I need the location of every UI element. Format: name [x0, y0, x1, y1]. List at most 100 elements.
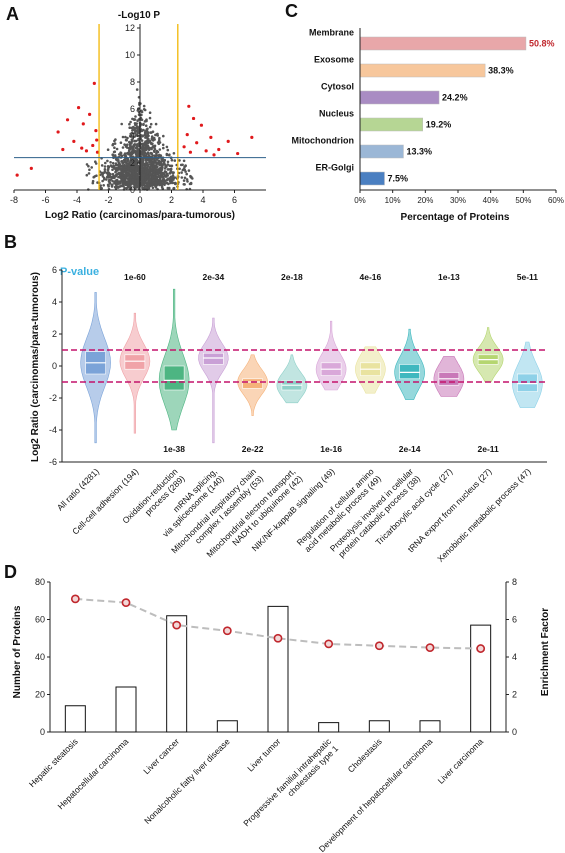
disease-category-label-line: Nonalcoholic fatty liver disease: [142, 736, 232, 826]
volcano-point: [119, 171, 122, 174]
disease-category-label-line: Liver cancer: [141, 736, 181, 776]
disease-bar: [115, 686, 137, 733]
volcano-point: [158, 178, 161, 181]
volcano-point: [147, 140, 151, 144]
volcano-y-tick-label: 10: [125, 50, 135, 60]
volcano-point: [119, 185, 122, 188]
pvalue-label: 2e-11: [477, 444, 499, 454]
enrichment-point: [70, 594, 80, 604]
volcano-significant-point: [187, 104, 191, 108]
volcano-point: [121, 182, 125, 186]
enrichment-point: [476, 644, 486, 653]
volcano-point: [148, 166, 151, 170]
volcano-point: [109, 172, 112, 176]
localization-x-axis-label: Percentage of Proteins: [401, 212, 510, 223]
volcano-point: [182, 159, 186, 163]
volcano-point: [179, 163, 183, 167]
volcano-point: [140, 139, 144, 142]
localization-bar: [359, 90, 440, 105]
volcano-x-tick-label: -6: [41, 195, 49, 205]
volcano-y-tick-label: 0: [130, 185, 135, 195]
volcano-point: [146, 171, 150, 175]
volcano-point: [130, 150, 134, 153]
disease-category-label: Progressive familial intrahepaticcholest…: [241, 736, 341, 836]
disease-bar: [166, 615, 188, 733]
volcano-point: [125, 139, 128, 142]
volcano-point: [149, 146, 153, 150]
violin-y-tick-label: 0: [52, 361, 57, 371]
pvalue-legend-label: P-value: [60, 266, 99, 278]
volcano-point: [120, 176, 124, 179]
volcano-point: [109, 178, 113, 181]
volcano-point: [146, 181, 150, 184]
volcano-point: [170, 176, 174, 180]
volcano-point: [172, 152, 176, 155]
volcano-point: [132, 173, 136, 176]
volcano-point: [90, 166, 93, 169]
volcano-point: [178, 167, 181, 171]
volcano-significant-point: [226, 139, 230, 143]
volcano-point: [158, 136, 161, 140]
volcano-point: [159, 160, 162, 164]
volcano-x-tick-label: 6: [232, 195, 237, 205]
disease-category-label: Nonalcoholic fatty liver disease: [142, 736, 232, 826]
volcano-point: [136, 109, 140, 112]
volcano-point: [123, 166, 127, 169]
volcano-significant-point: [88, 112, 92, 116]
violin-shape: [158, 288, 190, 431]
volcano-point: [135, 151, 139, 154]
volcano-point: [113, 180, 117, 183]
volcano-point: [155, 163, 158, 166]
volcano-point: [129, 179, 132, 182]
volcano-point: [171, 174, 175, 177]
volcano-point: [165, 145, 169, 149]
localization-x-tick-label: 50%: [515, 196, 531, 205]
disease-category-label-line: Liver carcinoma: [436, 736, 486, 786]
volcano-point: [184, 164, 187, 167]
volcano-x-tick-label: 4: [200, 195, 205, 205]
volcano-point: [127, 165, 130, 168]
volcano-point: [99, 184, 102, 187]
volcano-point: [151, 145, 155, 148]
volcano-point: [141, 162, 145, 166]
volcano-point: [134, 115, 137, 118]
volcano-point: [129, 176, 132, 179]
volcano-significant-point: [61, 147, 65, 152]
volcano-point: [118, 162, 121, 165]
volcano-point: [109, 161, 112, 164]
volcano-point: [106, 175, 109, 179]
volcano-point: [129, 154, 132, 158]
volcano-point: [85, 173, 89, 177]
volcano-point: [146, 183, 150, 187]
volcano-point: [132, 178, 135, 181]
volcano-point: [144, 163, 147, 166]
volcano-point: [115, 147, 119, 151]
violin-y-tick-label: -6: [49, 457, 57, 467]
volcano-x-tick-label: -4: [73, 195, 81, 205]
volcano-point: [180, 171, 183, 174]
localization-x-tick-label: 60%: [548, 196, 564, 205]
panel-b-label: B: [4, 232, 17, 252]
violin-shape: [119, 312, 151, 434]
enrichment-point: [374, 641, 384, 651]
volcano-point: [128, 126, 131, 129]
volcano-point: [147, 152, 150, 155]
pvalue-label: 2e-22: [242, 444, 264, 454]
volcano-point: [152, 165, 155, 168]
volcano-point: [121, 135, 125, 139]
volcano-point: [144, 124, 148, 127]
volcano-point: [134, 184, 137, 187]
disease-y-tick-label: 20: [35, 690, 45, 700]
volcano-point: [153, 184, 157, 188]
violin-box: [124, 354, 146, 370]
volcano-point: [134, 139, 138, 143]
disease-bar: [64, 705, 86, 733]
volcano-point: [132, 175, 135, 179]
volcano-point: [102, 176, 106, 180]
volcano-point: [127, 152, 130, 155]
volcano-point: [143, 165, 147, 168]
volcano-point: [114, 170, 117, 174]
localization-value-label: 19.2%: [426, 120, 452, 130]
volcano-point: [129, 120, 132, 124]
volcano-point: [155, 179, 159, 182]
